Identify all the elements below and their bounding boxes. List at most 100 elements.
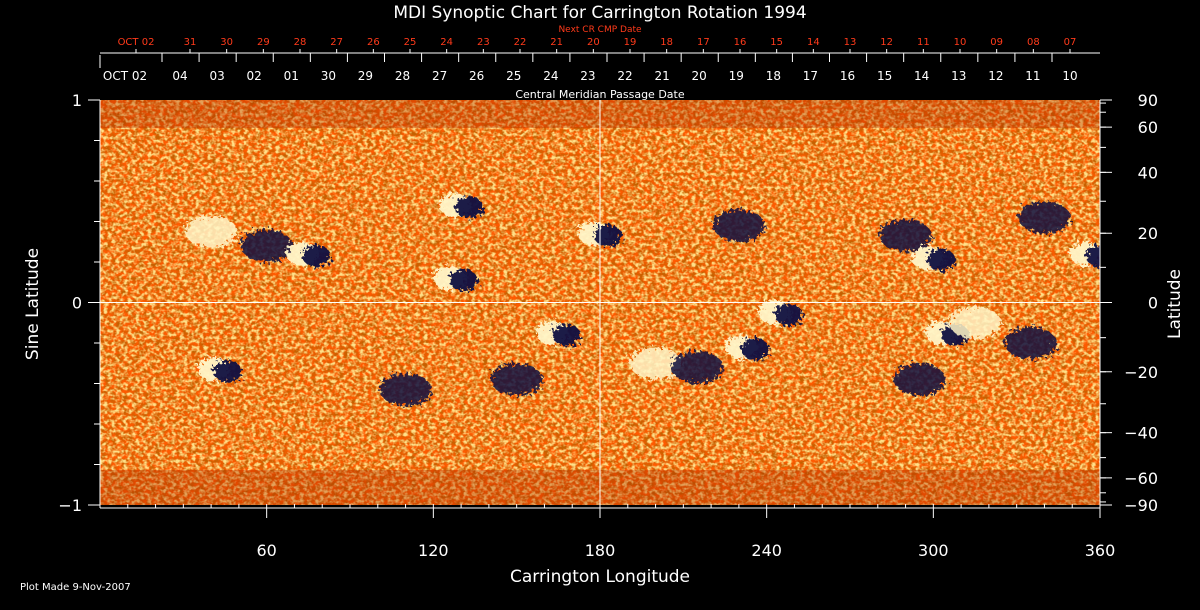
next-cr-date-label: 30: [220, 37, 233, 48]
region-negative-5: [594, 224, 622, 247]
next-cr-date-label: 29: [257, 37, 270, 48]
cmp-date-label: 04: [172, 69, 187, 83]
right-y-tick-label: 40: [1138, 163, 1158, 182]
next-cr-date-label: 16: [734, 37, 747, 48]
next-cr-date-label: 28: [294, 37, 307, 48]
cmp-date-label: 29: [358, 69, 373, 83]
x-tick-label: 180: [585, 541, 616, 560]
right-y-tick-label: 20: [1138, 224, 1158, 243]
x-tick-label: 300: [918, 541, 949, 560]
next-cr-date-label: 15: [770, 37, 783, 48]
region-negative-21: [893, 363, 946, 396]
next-cr-date-label: 09: [990, 37, 1003, 48]
right-y-tick-label: −20: [1124, 363, 1158, 382]
region-negative-17: [741, 338, 770, 361]
cmp-date-label: 01: [284, 69, 299, 83]
next-cr-ticks: [135, 49, 1071, 53]
next-cr-date-label: 11: [917, 37, 930, 48]
right-y-tick-label: 60: [1138, 118, 1158, 137]
region-negative-12: [379, 373, 432, 406]
next-cr-date-label: 31: [184, 37, 197, 48]
right-y-tick-label: −90: [1124, 496, 1158, 515]
left-y-tick-label: 1: [72, 91, 82, 110]
left-y-axis-tick-labels: 1 0 −1: [58, 91, 82, 515]
x-axis-title: Carrington Longitude: [510, 567, 690, 587]
x-tick-label: 240: [751, 541, 782, 560]
region-negative-14: [552, 323, 581, 346]
right-y-tick-label: 90: [1138, 91, 1158, 110]
cmp-date-label: 21: [654, 69, 669, 83]
cmp-date-label: 15: [877, 69, 892, 83]
x-axis-tick-labels: 60 120 180 240 300 360: [256, 541, 1115, 560]
next-cr-date-label: 22: [514, 37, 527, 48]
plot-made-note: Plot Made 9-Nov-2007: [20, 582, 131, 593]
cmp-date-label: 20: [692, 69, 707, 83]
next-cr-date-labels: OCT 02 31 30 29 28 27 26 25 24 23 22 21 20 19 18 17 16 15…: [118, 37, 1077, 48]
next-cr-date-label: 12: [880, 37, 893, 48]
cmp-date-label: 18: [766, 69, 781, 83]
magnetogram-map: [100, 100, 1100, 505]
next-cr-date-label: 26: [367, 37, 380, 48]
right-y-tick-label: 0: [1148, 294, 1158, 313]
region-positive-15: [629, 347, 682, 380]
cmp-date-label: 22: [617, 69, 632, 83]
cmp-date-label: 28: [395, 69, 410, 83]
cmp-date-label: 26: [469, 69, 484, 83]
left-y-tick-label: −1: [58, 496, 82, 515]
region-negative-7: [879, 219, 932, 252]
next-cr-date-label: 23: [477, 37, 490, 48]
next-cr-date-label: 20: [587, 37, 600, 48]
region-negative-6: [712, 209, 765, 242]
next-cr-date-label: 21: [550, 37, 563, 48]
cmp-date-label: 10: [1062, 69, 1077, 83]
region-negative-8: [927, 248, 956, 271]
region-positive-0: [185, 215, 238, 248]
x-axis-ticks: [127, 504, 1101, 518]
next-cr-date-label: 07: [1064, 37, 1077, 48]
cmp-date-label: 12: [988, 69, 1003, 83]
next-cr-date-label: 24: [440, 37, 453, 48]
region-negative-4: [449, 269, 478, 292]
next-cr-date-label: 18: [660, 37, 673, 48]
cmp-date-label: 25: [506, 69, 521, 83]
x-tick-label: 360: [1085, 541, 1116, 560]
cmp-date-label: 11: [1025, 69, 1040, 83]
next-cr-axis-label: Next CR CMP Date: [558, 25, 642, 35]
region-negative-13: [490, 363, 543, 396]
cmp-date-label: 16: [840, 69, 855, 83]
region-negative-9: [1018, 201, 1071, 234]
region-negative-22: [1004, 327, 1057, 359]
next-cr-date-label: 19: [624, 37, 637, 48]
next-cr-date-label: 17: [697, 37, 710, 48]
cmp-date-label: 24: [543, 69, 558, 83]
cmp-axis-label: Central Meridian Passage Date: [515, 88, 684, 101]
region-negative-16: [671, 351, 724, 384]
region-negative-3: [455, 196, 484, 219]
cmp-date-label: 30: [321, 69, 336, 83]
cmp-date-label: 03: [209, 69, 224, 83]
cmp-date-label: 02: [247, 69, 262, 83]
region-negative-2: [302, 244, 331, 267]
left-y-axis-ticks: [88, 99, 100, 506]
cmp-date-label: 23: [580, 69, 595, 83]
region-positive-20: [949, 306, 1001, 339]
right-y-tick-label: −60: [1124, 469, 1158, 488]
next-cr-date-label: 14: [807, 37, 820, 48]
cmp-date-label: 14: [914, 69, 929, 83]
cmp-date-label: 13: [951, 69, 966, 83]
next-cr-date-label: 08: [1027, 37, 1040, 48]
right-y-axis-tick-labels: 90 60 40 20 0 −20 −40 −60 −90: [1124, 91, 1158, 515]
next-cr-date-label: 25: [404, 37, 417, 48]
right-y-axis-title: Latitude: [1165, 269, 1185, 339]
next-cr-date-label: 13: [844, 37, 857, 48]
cmp-date-label: OCT 02: [103, 69, 147, 83]
active-regions: [185, 193, 1100, 406]
next-cr-date-label: 10: [954, 37, 967, 48]
region-negative-18: [774, 303, 803, 326]
region-negative-11: [213, 360, 242, 383]
right-y-tick-label: −40: [1124, 424, 1158, 443]
next-cr-date-label: 27: [330, 37, 343, 48]
left-y-axis-title: Sine Latitude: [23, 248, 43, 360]
next-cr-date-label: OCT 02: [118, 37, 155, 48]
